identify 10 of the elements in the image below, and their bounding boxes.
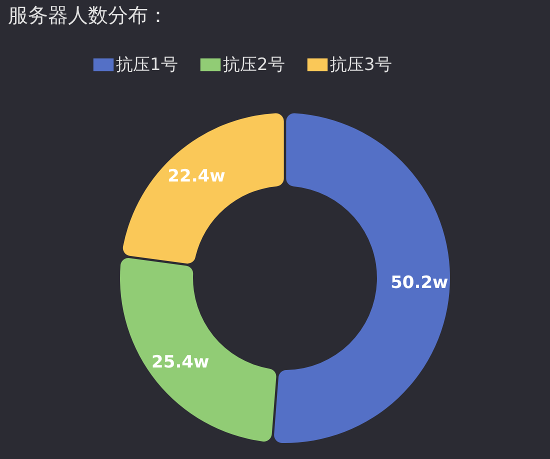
data-label: 50.2w [390,273,449,294]
legend-label: 抗压1号 [116,54,178,75]
data-label: 25.4w [152,352,210,373]
chart-title: 服务器人数分布： [8,3,168,27]
data-label: 22.4w [168,166,226,187]
donut-slice [120,258,276,442]
donut-slice [122,113,284,264]
donut-slice [274,113,450,443]
legend-label: 抗压3号 [330,54,392,75]
legend-label: 抗压2号 [223,54,285,75]
